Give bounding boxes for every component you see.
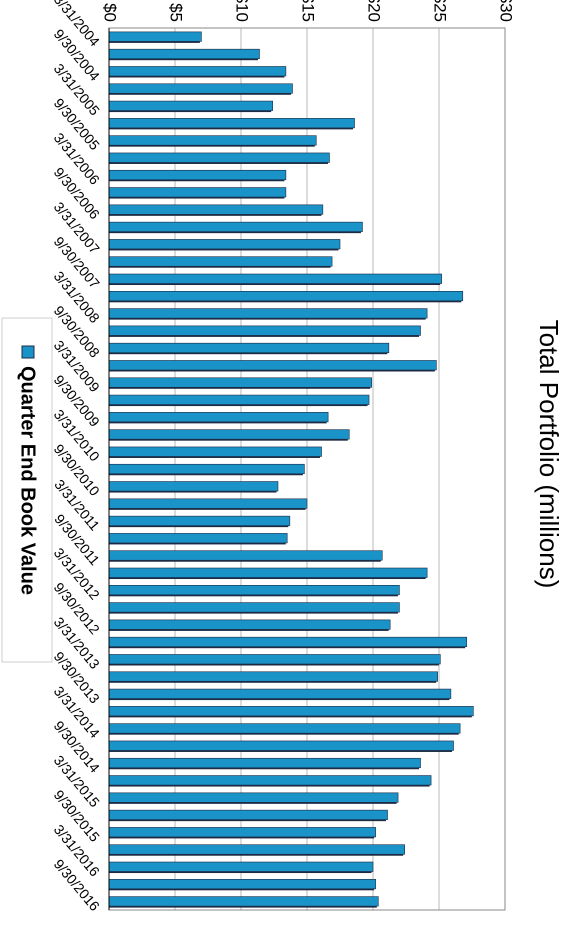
bar [108,585,400,596]
bar [108,861,374,872]
bar [108,118,355,129]
bar [108,740,454,751]
y-tick-label: $30 [497,0,516,22]
legend-swatch [21,345,35,359]
bar [108,827,376,838]
bar [108,896,379,907]
bar [108,706,474,717]
chart-title: Total Portfolio (millions) [534,320,564,589]
bar [108,83,293,94]
bar [108,360,437,371]
bar [108,792,399,803]
bar [108,463,305,475]
bar [108,844,405,855]
bar [108,636,468,647]
legend-label: Quarter End Book Value [17,366,39,595]
bar [108,31,202,42]
bar [108,342,390,353]
bar [108,239,341,250]
bar [108,619,391,630]
bars [108,31,474,908]
bar [108,377,372,388]
y-tick-label: $15 [299,0,318,22]
bar [108,135,317,146]
bar [108,169,287,181]
bar [108,308,428,319]
bar [108,446,322,457]
legend-frame [1,317,53,663]
bar [108,567,428,578]
bar [108,429,350,440]
bar [108,48,260,59]
bar [108,723,461,734]
y-tick-label: $0 [101,3,120,22]
bar [108,757,421,769]
bar [108,256,333,267]
bar [108,533,288,544]
bar [108,809,388,820]
bar [108,100,273,111]
bar [108,152,330,163]
y-tick-label: $10 [233,0,252,22]
bar [108,602,400,613]
bar [108,550,383,561]
bar [108,221,363,232]
y-tick-label: $25 [431,0,450,22]
bar [108,187,287,198]
legend: Quarter End Book Value [1,317,53,663]
bar [108,66,287,77]
bar [108,671,438,682]
bar [108,775,432,786]
bar [108,291,464,302]
bar [108,654,441,665]
bar [108,498,308,509]
bar [108,412,329,423]
bar [108,481,279,492]
bar [108,394,370,405]
bar [108,204,324,215]
bar [108,688,452,699]
y-tick-label: $20 [365,0,384,22]
bar [108,879,376,890]
bar [108,273,442,284]
bar [108,325,421,336]
y-tick-label: $5 [167,3,186,22]
bar [108,515,291,526]
